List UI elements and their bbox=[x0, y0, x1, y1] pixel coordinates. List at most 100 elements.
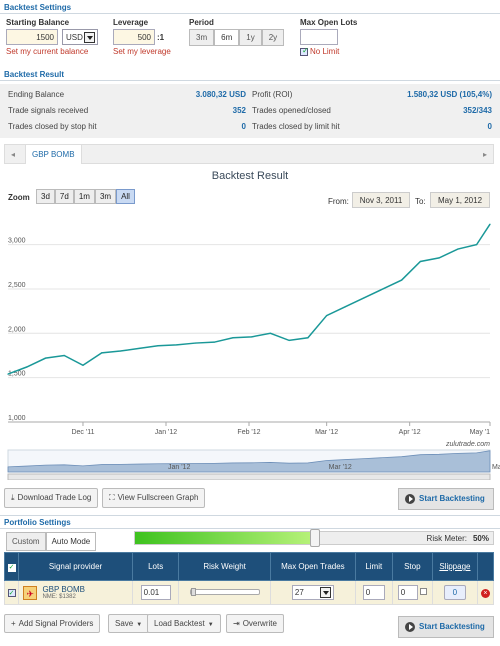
navigator-label: May bbox=[492, 464, 500, 471]
result-summary: Ending Balance 3.080,32 USD Profit (ROI)… bbox=[0, 84, 500, 138]
stop-cell: 0 bbox=[391, 580, 434, 605]
caret-down-icon: ▼ bbox=[207, 622, 214, 628]
lots-input[interactable]: 0.01 bbox=[140, 585, 171, 600]
trade-signals-label: Trade signals received bbox=[8, 106, 89, 115]
starting-balance-label: Starting Balance bbox=[6, 18, 70, 27]
navigator-scrollbar bbox=[7, 473, 491, 480]
divider bbox=[0, 13, 500, 14]
zoom-3d[interactable]: 3d bbox=[36, 189, 55, 204]
set-balance-link[interactable]: Set my current balance bbox=[6, 47, 89, 56]
play-icon bbox=[405, 622, 415, 632]
period-6m[interactable]: 6m bbox=[214, 29, 240, 46]
zoom-all[interactable]: All bbox=[116, 189, 135, 204]
stop-input[interactable]: 0 bbox=[397, 585, 418, 600]
y-tick-label: 1,500 bbox=[8, 371, 26, 378]
col-lots: Lots bbox=[131, 552, 180, 581]
save-button[interactable]: Save ▼ bbox=[108, 614, 150, 633]
provider-name[interactable]: GBP BOMB bbox=[42, 585, 85, 594]
from-date-input[interactable]: Nov 3, 2011 bbox=[352, 192, 410, 208]
plus-icon: + bbox=[11, 619, 16, 628]
set-leverage-link[interactable]: Set my leverage bbox=[113, 47, 171, 56]
mode-selector: Custom Auto Mode bbox=[6, 532, 97, 551]
view-fullscreen-button[interactable]: ⛶ View Fullscreen Graph bbox=[102, 488, 206, 508]
data-point bbox=[401, 279, 403, 281]
data-point bbox=[489, 223, 491, 225]
zoom-1m[interactable]: 1m bbox=[73, 189, 95, 204]
zoom-selector: 3d 7d 1m 3m All bbox=[36, 189, 135, 204]
download-trade-log-label: Download Trade Log bbox=[17, 493, 92, 502]
col-slippage[interactable]: Slippage bbox=[432, 552, 478, 581]
start-backtesting-button[interactable]: Start Backtesting bbox=[398, 488, 494, 510]
no-limit-label: No Limit bbox=[310, 47, 340, 56]
chevron-right-icon[interactable]: ▸ bbox=[482, 150, 487, 159]
download-trade-log-button[interactable]: ⤓ Download Trade Log bbox=[4, 488, 99, 508]
mode-custom[interactable]: Custom bbox=[6, 532, 46, 551]
profit-label: Profit (ROI) bbox=[252, 90, 293, 99]
risk-weight-handle[interactable] bbox=[190, 588, 196, 596]
no-limit-checkbox-wrap[interactable]: ✓ No Limit bbox=[300, 45, 340, 56]
risk-weight-slider[interactable] bbox=[189, 588, 260, 596]
zoom-3m[interactable]: 3m bbox=[94, 189, 117, 204]
data-point bbox=[269, 332, 272, 334]
data-point bbox=[438, 257, 440, 259]
tab-gbp-bomb[interactable]: GBP BOMB bbox=[25, 145, 82, 164]
provider-tab-bar: ◂ GBP BOMB ▸ bbox=[4, 144, 494, 164]
view-fullscreen-label: View Fullscreen Graph bbox=[117, 493, 199, 502]
data-point bbox=[457, 248, 459, 250]
remove-icon[interactable]: × bbox=[480, 588, 490, 598]
chart-credit: zulutrade.com bbox=[445, 441, 490, 448]
x-tick-label: Dec '11 bbox=[71, 429, 94, 436]
y-tick-label: 3,000 bbox=[8, 238, 26, 245]
max-open-trades-select[interactable]: 27 bbox=[291, 585, 334, 600]
checkbox-checked-icon[interactable]: ✓ bbox=[300, 45, 309, 56]
row-checkbox[interactable]: ✓ bbox=[7, 589, 16, 597]
currency-select[interactable]: USD bbox=[62, 29, 98, 45]
data-point bbox=[7, 373, 9, 375]
closed-limit-label: Trades closed by limit hit bbox=[252, 122, 340, 131]
limit-input[interactable]: 0 bbox=[362, 585, 385, 600]
profit-value: 1.580,32 USD (105,4%) bbox=[407, 90, 492, 99]
y-tick-label: 1,000 bbox=[8, 415, 26, 422]
stop-checkbox[interactable] bbox=[419, 588, 427, 595]
overwrite-button[interactable]: ⇥ Overwrite bbox=[226, 614, 284, 633]
period-2y[interactable]: 2y bbox=[261, 29, 285, 46]
trades-opened-value: 352/343 bbox=[463, 106, 492, 115]
select-all-checkbox[interactable]: ✓ bbox=[7, 563, 16, 572]
x-tick-label: Apr '12 bbox=[399, 429, 421, 436]
add-signal-providers-button[interactable]: + Add Signal Providers bbox=[4, 614, 101, 633]
equity-chart: 1,000 1,500 2,000 2,500 3,000 Dec '11 Jan '12 F… bbox=[7, 223, 500, 480]
risk-meter-fill bbox=[135, 532, 314, 544]
max-open-lots-input[interactable] bbox=[300, 29, 338, 45]
period-3m[interactable]: 3m bbox=[189, 29, 215, 46]
max-open-trades-value: 27 bbox=[294, 588, 304, 597]
mode-auto[interactable]: Auto Mode bbox=[45, 532, 97, 551]
data-point bbox=[26, 366, 28, 368]
divider bbox=[0, 80, 500, 81]
portfolio-table: ✓ Signal provider Lots Risk Weight Max O… bbox=[3, 552, 495, 605]
data-point bbox=[138, 347, 140, 349]
risk-meter: Risk Meter: 50% bbox=[134, 529, 494, 547]
leverage-suffix: :1 bbox=[157, 33, 165, 42]
navigator-label: Jan '12 bbox=[168, 464, 190, 471]
start-backtesting-label: Start Backtesting bbox=[419, 494, 485, 504]
add-signal-providers-label: Add Signal Providers bbox=[18, 619, 94, 628]
currency-value: USD bbox=[66, 33, 83, 42]
start-backtesting-bottom-button[interactable]: Start Backtesting bbox=[398, 616, 494, 638]
period-1y[interactable]: 1y bbox=[239, 29, 262, 46]
slippage-input[interactable]: 0 bbox=[443, 585, 466, 600]
x-tick-label: Jan '12 bbox=[155, 429, 177, 436]
col-max-open-trades: Max Open Trades bbox=[269, 552, 357, 581]
zoom-7d[interactable]: 7d bbox=[54, 189, 74, 204]
starting-balance-input[interactable]: 1500 bbox=[6, 29, 58, 45]
data-point bbox=[251, 336, 253, 338]
leverage-input[interactable]: 500 bbox=[113, 29, 155, 45]
chevron-left-icon[interactable]: ◂ bbox=[11, 150, 16, 159]
max-open-trades-cell: 27 bbox=[269, 580, 357, 605]
limit-cell: 0 bbox=[355, 580, 393, 605]
chevron-down-icon bbox=[84, 32, 95, 43]
navigator-label: Mar '12 bbox=[329, 464, 352, 471]
risk-meter-handle[interactable] bbox=[310, 529, 320, 547]
load-backtest-button[interactable]: Load Backtest ▼ bbox=[147, 614, 221, 633]
to-date-input[interactable]: May 1, 2012 bbox=[430, 192, 490, 208]
chevron-down-icon bbox=[319, 587, 331, 598]
